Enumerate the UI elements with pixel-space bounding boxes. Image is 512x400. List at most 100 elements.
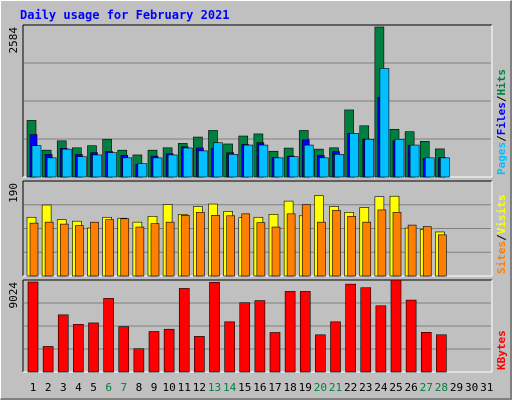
- sites-bar-day-19: [301, 204, 311, 277]
- sites-bar-day-23: [362, 221, 372, 277]
- kbytes-bar-day-28: [436, 334, 447, 373]
- pages-bar-day-8: [137, 163, 148, 178]
- pages-bar-day-4: [77, 156, 87, 178]
- x-tick-label-day-11: 11: [178, 381, 191, 394]
- kbytes-bar-day-12: [194, 336, 205, 373]
- x-tick-label-day-8: 8: [136, 381, 143, 394]
- pages-bar-day-27: [424, 157, 435, 178]
- x-tick-label-day-25: 25: [389, 381, 402, 394]
- kbytes-bar-day-22: [345, 283, 356, 373]
- x-tick-label-day-19: 19: [299, 381, 312, 394]
- kbytes-bar-day-8: [133, 348, 145, 373]
- sites-bar-day-7: [120, 218, 130, 277]
- x-tick-label-day-10: 10: [163, 381, 176, 394]
- pages-bar-day-28: [440, 157, 450, 178]
- x-tick-label-day-28: 28: [435, 381, 448, 394]
- kbytes-bar-day-23: [360, 287, 372, 373]
- pages-bar-day-11: [182, 147, 193, 178]
- x-tick-label-day-30: 30: [465, 381, 478, 394]
- kbytes-bar-day-5: [88, 322, 99, 373]
- x-tick-label-day-15: 15: [238, 381, 251, 394]
- x-tick-label-day-21: 21: [329, 381, 342, 394]
- x-tick-label-day-2: 2: [45, 381, 52, 394]
- sites-bar-day-8: [135, 226, 145, 277]
- kbytes-bar-day-16: [254, 300, 266, 373]
- pages-bar-day-14: [228, 154, 238, 178]
- kbytes-bar-day-9: [148, 331, 160, 373]
- kbytes-bar-day-6: [103, 298, 114, 373]
- side-label-part: KBytes: [495, 330, 508, 370]
- x-tick-label-day-16: 16: [253, 381, 266, 394]
- x-tick-label-day-14: 14: [223, 381, 237, 394]
- pages-bar-day-7: [122, 157, 133, 178]
- kbytes-bar-day-4: [73, 324, 84, 373]
- pages-bar-day-23: [364, 138, 375, 178]
- kbytes-bar-day-26: [405, 299, 417, 373]
- kbytes-bar-day-1: [27, 281, 39, 373]
- pages-bar-day-10: [167, 154, 178, 178]
- side-label-part: Sites: [495, 241, 508, 274]
- pages-bar-day-24: [379, 68, 390, 178]
- panel-0-side-label: Pages/Files/Hits: [495, 69, 508, 175]
- x-tick-label-day-4: 4: [75, 381, 82, 394]
- x-tick-label-day-20: 20: [314, 381, 327, 394]
- pages-bar-day-17: [273, 157, 284, 178]
- sites-bar-day-20: [317, 221, 326, 277]
- panel-1-ymax-label: 190: [7, 183, 20, 203]
- x-tick-label-day-12: 12: [193, 381, 206, 394]
- sites-bar-day-6: [105, 219, 114, 277]
- kbytes-bar-day-19: [299, 291, 311, 373]
- panel-1-side-label: Sites/Visits: [495, 195, 508, 275]
- sites-bar-day-26: [407, 224, 417, 277]
- panel-0-ymax-label: 2584: [7, 27, 20, 54]
- sites-bar-day-18: [286, 213, 296, 277]
- kbytes-bar-day-13: [209, 281, 220, 373]
- pages-bar-day-26: [409, 144, 420, 178]
- kbytes-bar-day-11: [178, 288, 190, 373]
- kbytes-bar-day-17: [269, 332, 281, 373]
- kbytes-bar-day-14: [224, 321, 235, 373]
- pages-bar-day-6: [107, 152, 117, 178]
- sites-bar-day-15: [241, 213, 251, 277]
- kbytes-bar-day-3: [57, 314, 69, 373]
- kbytes-bar-day-21: [330, 321, 341, 373]
- sites-bar-day-16: [256, 222, 266, 277]
- sites-bar-day-3: [59, 223, 69, 277]
- kbytes-bar-day-7: [118, 326, 130, 373]
- pages-bar-day-9: [152, 157, 163, 178]
- side-label-part: /: [495, 135, 508, 142]
- pages-bar-day-19: [303, 144, 314, 178]
- sites-bar-day-12: [196, 212, 205, 277]
- side-label-part: /: [495, 95, 508, 102]
- x-tick-label-day-24: 24: [374, 381, 388, 394]
- kbytes-bar-day-24: [375, 305, 387, 373]
- kbytes-bar-day-15: [239, 302, 251, 373]
- x-tick-label-day-9: 9: [151, 381, 158, 394]
- sites-bar-day-25: [392, 212, 402, 277]
- sites-bar-day-9: [150, 223, 160, 277]
- sites-bar-day-14: [226, 215, 235, 277]
- x-tick-label-day-6: 6: [105, 381, 112, 394]
- pages-bar-day-21: [334, 154, 344, 178]
- x-tick-label-day-26: 26: [405, 381, 418, 394]
- pages-bar-day-2: [46, 157, 57, 178]
- panel-2-ymax-label: 9024: [7, 282, 20, 309]
- side-label-part: Pages: [495, 142, 508, 175]
- pages-bar-day-12: [198, 150, 208, 178]
- x-tick-label-day-13: 13: [208, 381, 221, 394]
- pages-bar-day-15: [243, 144, 254, 178]
- x-tick-label-day-7: 7: [120, 381, 127, 394]
- panel-2-side-label: KBytes: [495, 330, 508, 370]
- kbytes-bar-day-18: [284, 291, 296, 373]
- x-tick-label-day-17: 17: [268, 381, 281, 394]
- x-tick-label-day-18: 18: [284, 381, 297, 394]
- kbytes-bar-day-2: [42, 346, 54, 373]
- pages-bar-day-5: [92, 154, 102, 178]
- pages-bar-day-20: [319, 157, 329, 178]
- x-tick-label-day-3: 3: [60, 381, 67, 394]
- sites-bar-day-5: [90, 221, 99, 277]
- side-label-part: Hits: [495, 69, 508, 96]
- sites-bar-day-24: [377, 209, 387, 277]
- kbytes-bar-day-25: [390, 279, 402, 373]
